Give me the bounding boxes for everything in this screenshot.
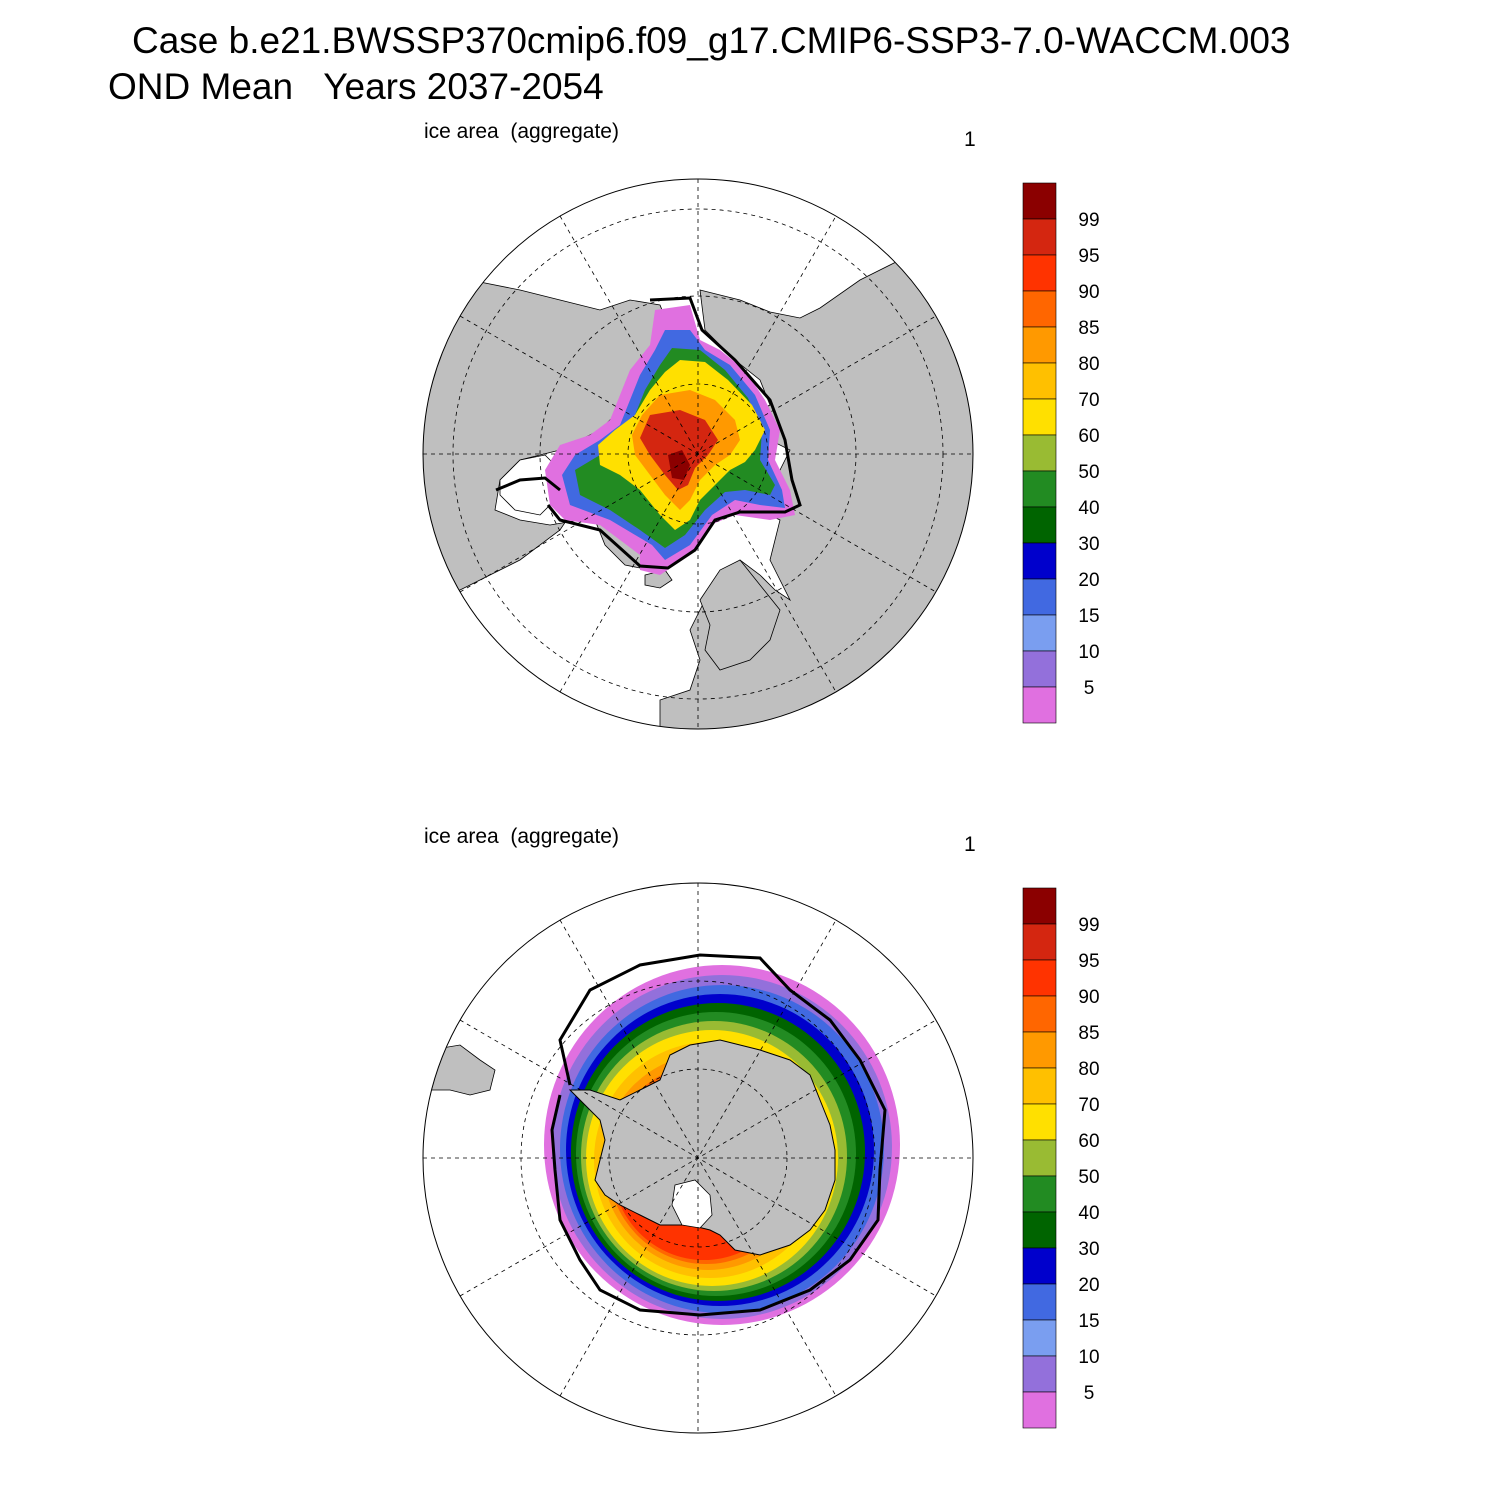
figure-title-case: Case b.e21.BWSSP370cmip6.f09_g17.CMIP6-S…	[132, 20, 1291, 61]
arctic-ice-edge-contour-hudson	[495, 476, 561, 492]
colorbar-south-swatch	[1022, 923, 1057, 961]
colorbar-north-swatch	[1022, 254, 1057, 292]
colorbar-north-tick-label: 30	[1078, 534, 1099, 555]
panel-number-south: 1	[964, 833, 976, 856]
colorbar-south-swatch	[1022, 1139, 1057, 1177]
colorbar-south-tick-label: 30	[1078, 1239, 1099, 1260]
colorbar-north-swatch	[1022, 218, 1057, 256]
colorbar-south-tick-label: 99	[1078, 915, 1099, 936]
antarctic-ice-edge-contour	[550, 953, 887, 1317]
north-polar-map	[422, 178, 974, 730]
landmass-antarctica	[568, 1039, 836, 1256]
colorbar-south-tick-label: 40	[1078, 1203, 1099, 1224]
colorbar-north-tick-label: 40	[1078, 498, 1099, 519]
colorbar-north-swatch	[1022, 614, 1057, 652]
south-polar-map	[422, 882, 974, 1434]
colorbar-south-tick-label: 15	[1078, 1311, 1099, 1332]
colorbar-south-swatch	[1022, 887, 1057, 925]
colorbar-north-tick-label: 20	[1078, 570, 1099, 591]
colorbar-north-tick-label: 90	[1078, 282, 1099, 303]
colorbar-north-swatch	[1022, 434, 1057, 472]
ross-ice-shelf	[671, 1179, 713, 1229]
colorbar-north-swatch	[1022, 542, 1057, 580]
colorbar-south-swatch	[1022, 1247, 1057, 1285]
panel-number-north: 1	[964, 128, 976, 151]
colorbar-south-tick-label: 60	[1078, 1131, 1099, 1152]
colorbar-north-swatch	[1022, 362, 1057, 400]
colorbar-south: 99 95 90 85 80 70 60 50 40 30 20 15 10 5	[1022, 887, 1100, 1429]
north-graticule	[423, 179, 973, 729]
colorbar-south-tick-label: 95	[1078, 951, 1099, 972]
colorbar-north-swatch	[1022, 470, 1057, 508]
colorbar-south-swatch	[1022, 1031, 1057, 1069]
panel-label-south: ice area (aggregate)	[424, 825, 619, 848]
landmass-north-america	[423, 279, 671, 621]
colorbar-south-swatch	[1022, 1283, 1057, 1321]
colorbar-north-tick-label: 95	[1078, 246, 1099, 267]
colorbar-north-swatch	[1022, 326, 1057, 364]
colorbar-south-tick-label: 70	[1078, 1095, 1099, 1116]
arctic-ice-edge-contour	[546, 296, 802, 570]
south-graticule	[423, 883, 973, 1433]
arctic-ice-95-99	[640, 410, 718, 490]
colorbar-south-tick-label: 5	[1084, 1383, 1095, 1404]
colorbar-north-swatch	[1022, 182, 1057, 220]
colorbar-north-tick-label: 10	[1078, 642, 1099, 663]
arctic-ice-99	[668, 450, 690, 480]
landmass-south-america	[429, 1044, 496, 1096]
colorbar-north-tick-label: 70	[1078, 390, 1099, 411]
colorbar-north-swatch	[1022, 290, 1057, 328]
colorbar-south-tick-label: 80	[1078, 1059, 1099, 1080]
colorbar-south-swatch	[1022, 1211, 1057, 1249]
panel-label-north: ice area (aggregate)	[424, 120, 619, 143]
colorbar-north: 99 95 90 85 80 70 60 50 40 30 20 15 10 5	[1022, 182, 1100, 724]
colorbar-north-swatch	[1022, 506, 1057, 544]
colorbar-south-tick-label: 85	[1078, 1023, 1099, 1044]
colorbar-south-swatch	[1022, 1067, 1057, 1105]
colorbar-south-swatch	[1022, 1175, 1057, 1213]
colorbar-south-swatch	[1022, 1319, 1057, 1357]
colorbar-north-tick-label: 5	[1084, 678, 1095, 699]
colorbar-north-swatch	[1022, 650, 1057, 688]
figure-title-period: OND Mean Years 2037-2054	[108, 66, 604, 107]
colorbar-north-tick-label: 99	[1078, 210, 1099, 231]
colorbar-south-swatch	[1022, 1103, 1057, 1141]
colorbar-north-tick-label: 15	[1078, 606, 1099, 627]
colorbar-south-swatch	[1022, 959, 1057, 997]
colorbar-south-swatch	[1022, 995, 1057, 1033]
colorbar-north-tick-label: 80	[1078, 354, 1099, 375]
colorbar-north-swatch	[1022, 398, 1057, 436]
colorbar-north-tick-label: 50	[1078, 462, 1099, 483]
colorbar-south-swatch	[1022, 1391, 1057, 1429]
colorbar-south-swatch	[1022, 1355, 1057, 1393]
colorbar-south-tick-label: 20	[1078, 1275, 1099, 1296]
colorbar-north-swatch	[1022, 686, 1057, 724]
colorbar-south-tick-label: 10	[1078, 1347, 1099, 1368]
colorbar-south-tick-label: 50	[1078, 1167, 1099, 1188]
colorbar-south-tick-label: 90	[1078, 987, 1099, 1008]
landmass-scandinavia	[699, 559, 781, 671]
colorbar-north-tick-label: 85	[1078, 318, 1099, 339]
colorbar-north-swatch	[1022, 578, 1057, 616]
colorbar-north-tick-label: 60	[1078, 426, 1099, 447]
